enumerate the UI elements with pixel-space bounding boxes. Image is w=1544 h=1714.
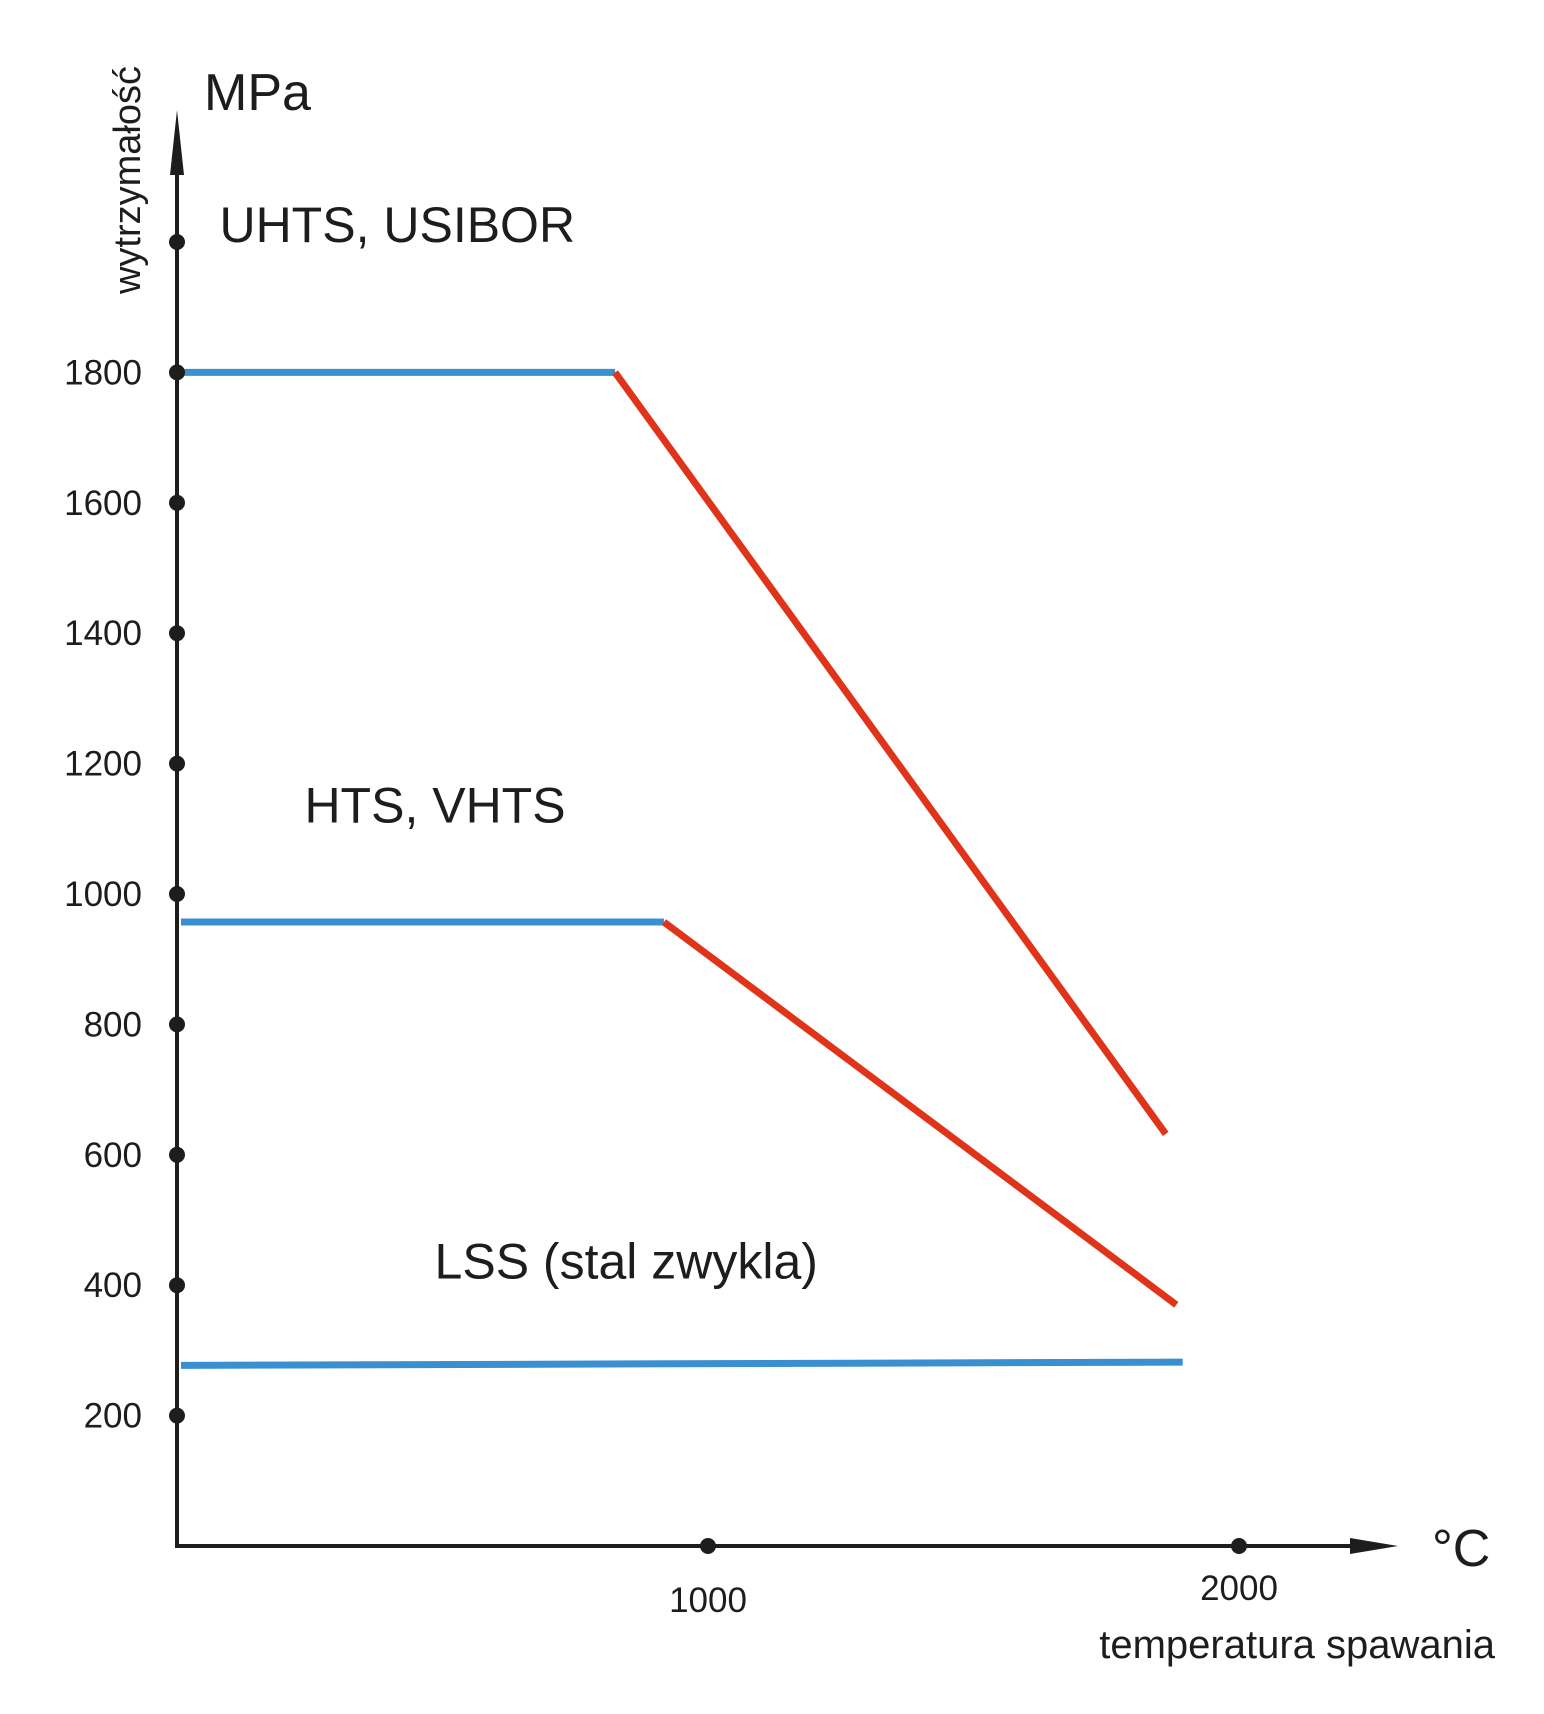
- x-tick-label: 1000: [669, 1581, 747, 1620]
- y-unit-label: MPa: [204, 64, 311, 122]
- series-2: [180, 1358, 1183, 1369]
- x-axis-title: temperatura spawania: [1099, 1623, 1496, 1667]
- y-tick-label: 1600: [64, 484, 142, 523]
- y-tick-label: 1400: [64, 614, 142, 653]
- series-0: [181, 368, 1169, 1136]
- x-tick-label: 2000: [1200, 1569, 1278, 1608]
- y-tick-dot: [169, 234, 185, 250]
- y-tick-label: 600: [84, 1136, 142, 1175]
- y-tick-dot: [169, 755, 185, 772]
- y-tick-dot: [169, 1277, 185, 1294]
- series-label: LSS (stal zwykla): [435, 1234, 818, 1290]
- y-tick-dot: [169, 364, 185, 381]
- y-tick-label: 200: [84, 1397, 142, 1436]
- y-tick-label: 800: [84, 1005, 142, 1044]
- decline-line: [661, 919, 1179, 1308]
- y-tick-label: 400: [84, 1266, 142, 1305]
- y-tick-label: 1000: [64, 875, 142, 914]
- series-label: HTS, VHTS: [304, 777, 565, 833]
- axes-layer: [170, 110, 1398, 1554]
- decline-line: [612, 370, 1169, 1136]
- y-tick-dot: [169, 1016, 185, 1033]
- x-tick-dot: [1231, 1538, 1247, 1554]
- x-unit-label: °C: [1432, 1520, 1490, 1578]
- y-tick-dot: [169, 625, 185, 642]
- ticks-layer: 200 400 600 800 1000 1200 1400 1600 1800 1000 2000: [64, 234, 1278, 1620]
- y-axis-arrow-icon: [170, 110, 184, 175]
- y-tick-dot: [169, 886, 185, 902]
- series-label: UHTS, USIBOR: [219, 197, 575, 253]
- labels-layer: MPa wytrzymałość °C temperatura spawania: [107, 64, 1496, 1667]
- y-tick-label: 1200: [64, 745, 142, 784]
- plateau-line: [180, 1358, 1183, 1369]
- x-tick-dot: [700, 1538, 716, 1554]
- series-1: [181, 918, 1179, 1308]
- series-layer: UHTS, USIBOR HTS, VHTS LSS (stal zwykla): [180, 197, 1183, 1369]
- y-tick-dot: [169, 1407, 185, 1424]
- y-tick-dot: [169, 494, 185, 511]
- y-axis-title: wytrzymałość: [107, 66, 149, 295]
- x-axis-arrow-icon: [1350, 1538, 1398, 1554]
- y-tick-label: 1800: [64, 353, 142, 392]
- y-tick-dot: [169, 1146, 185, 1163]
